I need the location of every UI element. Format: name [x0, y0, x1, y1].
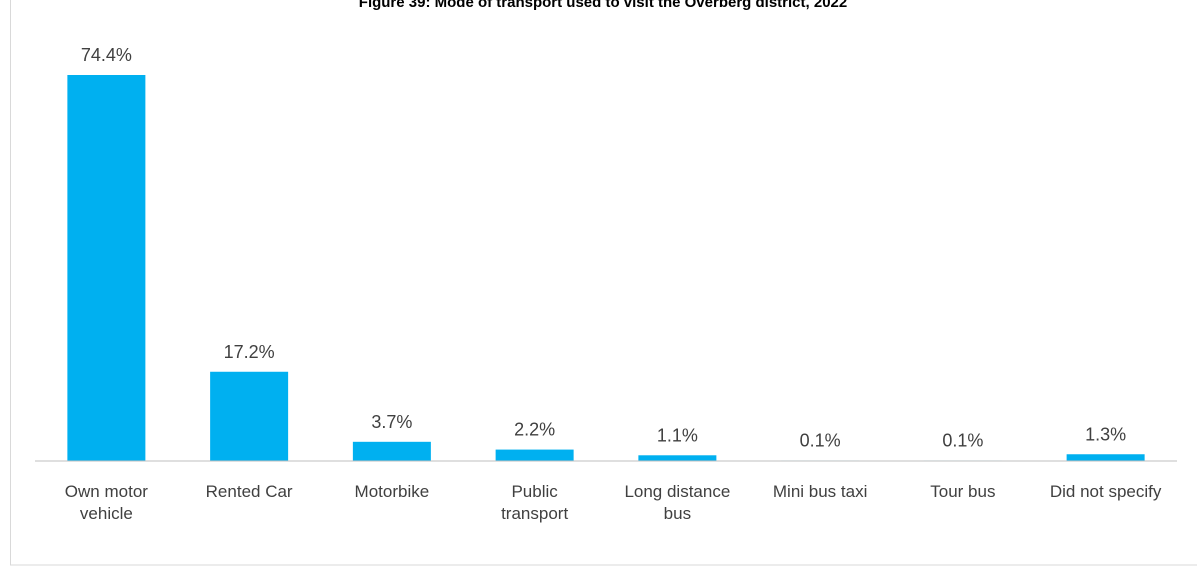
bar — [352, 441, 431, 461]
chart-frame — [10, 0, 1197, 566]
x-tick-label: Public transport — [501, 482, 569, 523]
bar — [638, 455, 717, 461]
data-label: 3.7% — [371, 412, 412, 432]
x-tick-label: Rented Car — [205, 482, 293, 501]
x-tick-label: Mini bus taxi — [772, 482, 868, 501]
data-label: 1.1% — [657, 425, 698, 445]
data-label: 1.3% — [1085, 424, 1126, 444]
x-tick-label: Long distance bus — [624, 482, 731, 523]
data-label: 0.1% — [942, 430, 983, 450]
data-label: 0.1% — [800, 430, 841, 450]
data-label: 17.2% — [224, 342, 275, 362]
x-tick-label: Own motor vehicle — [64, 482, 148, 523]
data-label: 2.2% — [514, 420, 555, 440]
bar — [495, 449, 574, 461]
bar — [210, 371, 289, 461]
x-tick-label: Tour bus — [930, 482, 996, 501]
bar — [1066, 454, 1145, 461]
data-label: 74.4% — [81, 45, 132, 65]
chart-title: Figure 39: Mode of transport used to vis… — [359, 0, 847, 11]
bar — [67, 75, 146, 461]
x-tick-label: Motorbike — [354, 482, 430, 501]
x-tick-label: Did not specify — [1049, 482, 1162, 501]
